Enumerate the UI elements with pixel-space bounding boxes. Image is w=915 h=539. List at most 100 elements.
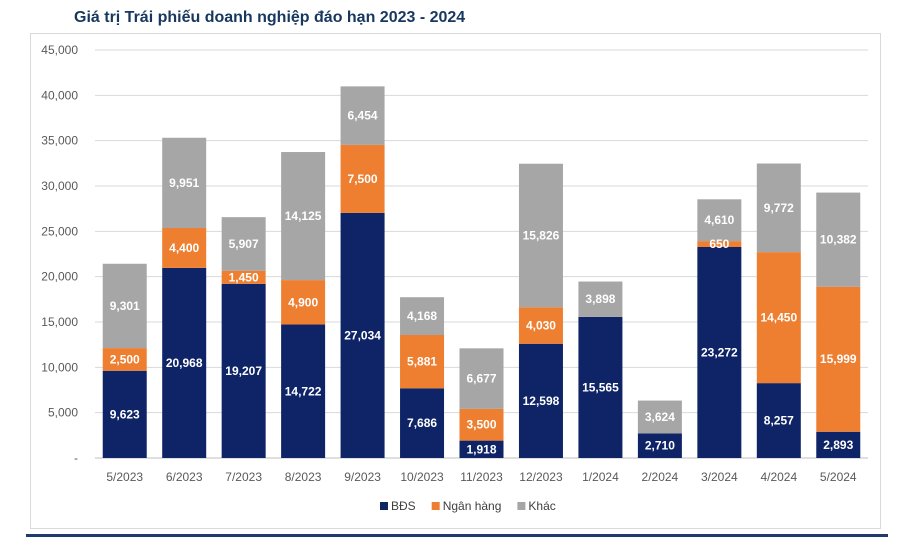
bar-segment <box>400 297 445 335</box>
x-tick-label: 5/2024 <box>820 470 857 484</box>
data-label: 7,686 <box>407 416 437 430</box>
y-tick-label: 30,000 <box>41 179 78 193</box>
data-label: 1,918 <box>466 442 496 456</box>
data-label: 4,030 <box>526 319 556 333</box>
bottom-rule <box>26 534 888 537</box>
data-label: 9,623 <box>110 407 140 421</box>
y-tick-label: - <box>74 451 78 465</box>
x-tick-label: 12/2023 <box>519 470 563 484</box>
legend-label: Ngân hàng <box>443 499 502 513</box>
x-tick-label: 5/2023 <box>106 470 143 484</box>
data-label: 9,951 <box>169 176 199 190</box>
bar-segment <box>697 199 742 242</box>
legend-swatch <box>431 502 440 510</box>
bar-segment <box>221 283 266 458</box>
bar-segment <box>102 348 147 371</box>
bar-segment <box>816 286 861 432</box>
data-label: 12,598 <box>523 394 560 408</box>
y-tick-label: 10,000 <box>41 360 78 374</box>
y-tick-label: 45,000 <box>41 43 78 57</box>
data-label: 5,907 <box>229 237 259 251</box>
data-label: 15,565 <box>582 380 619 394</box>
data-label: 9,301 <box>110 299 140 313</box>
y-tick-label: 20,000 <box>41 270 78 284</box>
bar-segment <box>518 163 563 308</box>
data-label: 15,999 <box>820 352 857 366</box>
x-tick-label: 10/2023 <box>400 470 444 484</box>
x-tick-label: 3/2024 <box>701 470 738 484</box>
data-label: 6,677 <box>466 372 496 386</box>
bar-segment <box>518 343 563 458</box>
x-tick-label: 6/2023 <box>166 470 203 484</box>
bar-segment <box>697 241 742 248</box>
bar-segment <box>756 383 801 458</box>
data-label: 8,257 <box>764 414 794 428</box>
data-label: 4,610 <box>704 213 734 227</box>
data-label: 3,500 <box>466 418 496 432</box>
y-tick-label: 5,000 <box>48 406 78 420</box>
data-label: 14,450 <box>760 311 797 325</box>
data-label: 7,500 <box>348 172 378 186</box>
bar-segment <box>637 433 682 458</box>
bar-segment <box>400 388 445 458</box>
x-tick-label: 1/2024 <box>582 470 619 484</box>
bar-segment <box>756 252 801 384</box>
data-label: 3,898 <box>585 292 615 306</box>
data-label: 4,168 <box>407 309 437 323</box>
x-tick-label: 9/2023 <box>344 470 381 484</box>
bar-segment <box>102 263 147 349</box>
data-labels: 9,623 2,500 9,301 20,968 4,400 9,951 19,207 1,4… <box>110 109 857 457</box>
bar-segment <box>162 137 207 228</box>
data-label: 2,500 <box>110 352 140 366</box>
bar-segment <box>102 370 147 458</box>
bar-segment <box>578 316 623 458</box>
bars <box>102 86 861 458</box>
x-axis: 5/2023 6/2023 7/2023 8/2023 9/2023 10/2023 11/… <box>106 470 857 484</box>
y-tick-label: 35,000 <box>41 134 78 148</box>
x-tick-label: 4/2024 <box>760 470 797 484</box>
y-tick-label: 25,000 <box>41 224 78 238</box>
data-label: 23,272 <box>701 346 738 360</box>
bar-segment <box>816 192 861 287</box>
data-label: 650 <box>709 237 729 251</box>
chart-frame <box>30 33 881 529</box>
bar-segment <box>340 144 385 213</box>
x-tick-label: 7/2023 <box>225 470 262 484</box>
legend: BĐS Ngân hàng Khác <box>380 499 556 513</box>
legend-label: Khác <box>528 499 555 513</box>
bar-segment <box>281 280 326 325</box>
data-label: 6,454 <box>348 109 378 123</box>
bar-segment <box>221 270 266 284</box>
bar-segment <box>162 267 207 458</box>
bar-segment <box>400 334 445 389</box>
data-label: 5,881 <box>407 355 437 369</box>
x-tick-label: 2/2024 <box>642 470 679 484</box>
data-label: 9,772 <box>764 201 794 215</box>
bar-segment <box>518 307 563 344</box>
bar-segment <box>459 408 504 441</box>
bar-segment <box>340 86 385 145</box>
bar-segment <box>340 212 385 458</box>
bar-segment <box>697 247 742 458</box>
bar-segment <box>459 440 504 458</box>
data-label: 2,893 <box>823 438 853 452</box>
y-axis: - 5,000 10,000 15,000 20,000 25,000 30,000 35,0… <box>41 43 868 465</box>
bar-segment <box>281 324 326 458</box>
data-label: 14,722 <box>285 384 322 398</box>
data-label: 4,900 <box>288 295 318 309</box>
data-label: 14,125 <box>285 209 322 223</box>
data-label: 27,034 <box>344 328 381 342</box>
bar-segment <box>578 281 623 317</box>
legend-swatch <box>517 502 526 510</box>
x-tick-label: 11/2023 <box>460 470 503 484</box>
data-label: 2,710 <box>645 439 675 453</box>
legend-swatch <box>380 502 388 510</box>
data-label: 15,826 <box>523 228 560 242</box>
data-label: 4,400 <box>169 241 199 255</box>
y-tick-label: 40,000 <box>41 88 78 102</box>
y-tick-label: 15,000 <box>41 315 78 329</box>
bar-segment <box>816 431 861 458</box>
chart-title: Giá trị Trái phiếu doanh nghiệp đáo hạn … <box>74 9 466 26</box>
bar-segment <box>756 163 801 253</box>
